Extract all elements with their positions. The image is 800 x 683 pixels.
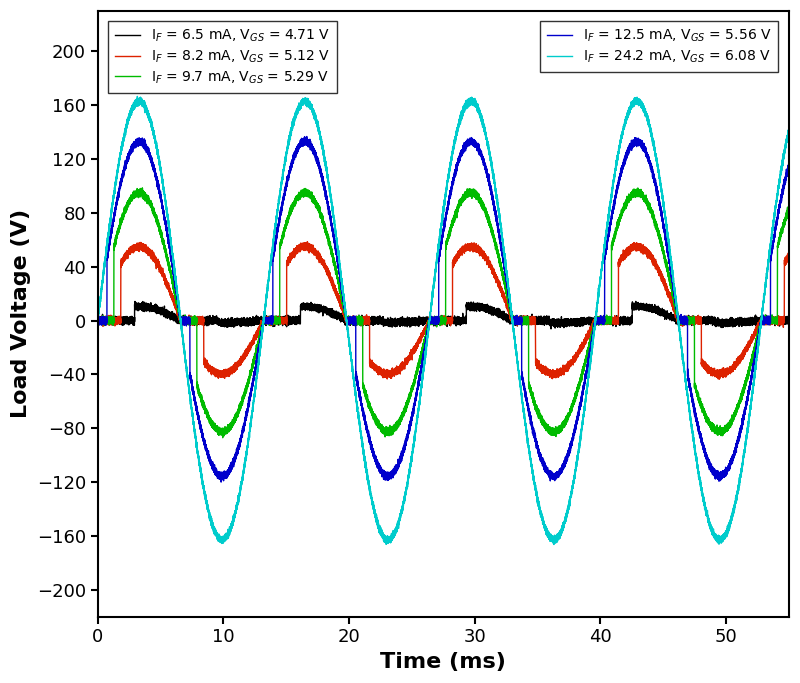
I$_F$ = 12.5 mA, V$_{GS}$ = 5.56 V (115, 182, 125, 191)
Line: I$_F$ = 8.2 mA, V$_{GS}$ = 5.12 V: I$_F$ = 8.2 mA, V$_{GS}$ = 5.12 V (98, 242, 789, 379)
I$_F$ = 24.2 mA, V$_{GS}$ = 6.08 V (549, 540, 558, 548)
Line: I$_F$ = 6.5 mA, V$_{GS}$ = 4.71 V: I$_F$ = 6.5 mA, V$_{GS}$ = 4.71 V (98, 301, 789, 329)
X-axis label: Time (ms): Time (ms) (380, 652, 506, 672)
I$_F$ = 24.2 mA, V$_{GS}$ = 6.08 V (115, 153, 125, 161)
Line: I$_F$ = 9.7 mA, V$_{GS}$ = 5.29 V: I$_F$ = 9.7 mA, V$_{GS}$ = 5.29 V (98, 188, 789, 438)
I$_F$ = 12.5 mA, V$_{GS}$ = 5.56 V (245, 399, 254, 407)
I$_F$ = 8.2 mA, V$_{GS}$ = 5.12 V (714, 375, 724, 383)
I$_F$ = 9.7 mA, V$_{GS}$ = 5.29 V (784, 206, 794, 214)
I$_F$ = 6.5 mA, V$_{GS}$ = 4.71 V (168, 311, 178, 320)
I$_F$ = 9.7 mA, V$_{GS}$ = 5.29 V (168, 277, 178, 285)
I$_F$ = 8.2 mA, V$_{GS}$ = 5.12 V (168, 294, 178, 303)
I$_F$ = 6.5 mA, V$_{GS}$ = 4.71 V (546, 325, 556, 333)
I$_F$ = 12.5 mA, V$_{GS}$ = 5.56 V (302, 133, 311, 141)
I$_F$ = 6.5 mA, V$_{GS}$ = 4.71 V (115, 315, 125, 323)
I$_F$ = 8.2 mA, V$_{GS}$ = 5.12 V (259, 318, 269, 326)
I$_F$ = 9.7 mA, V$_{GS}$ = 5.29 V (218, 434, 227, 442)
I$_F$ = 6.5 mA, V$_{GS}$ = 4.71 V (259, 315, 269, 323)
I$_F$ = 8.2 mA, V$_{GS}$ = 5.12 V (93, 320, 102, 328)
I$_F$ = 8.2 mA, V$_{GS}$ = 5.12 V (458, 247, 468, 255)
I$_F$ = 9.7 mA, V$_{GS}$ = 5.29 V (245, 373, 254, 381)
I$_F$ = 12.5 mA, V$_{GS}$ = 5.56 V (259, 315, 269, 323)
I$_F$ = 24.2 mA, V$_{GS}$ = 6.08 V (245, 429, 254, 437)
I$_F$ = 24.2 mA, V$_{GS}$ = 6.08 V (784, 125, 794, 133)
Line: I$_F$ = 12.5 mA, V$_{GS}$ = 5.56 V: I$_F$ = 12.5 mA, V$_{GS}$ = 5.56 V (98, 137, 789, 482)
I$_F$ = 24.2 mA, V$_{GS}$ = 6.08 V (259, 313, 269, 321)
I$_F$ = 24.2 mA, V$_{GS}$ = 6.08 V (168, 254, 178, 262)
I$_F$ = 8.2 mA, V$_{GS}$ = 5.12 V (692, 316, 702, 324)
I$_F$ = 24.2 mA, V$_{GS}$ = 6.08 V (458, 107, 468, 115)
I$_F$ = 9.7 mA, V$_{GS}$ = 5.29 V (138, 184, 147, 192)
I$_F$ = 6.5 mA, V$_{GS}$ = 4.71 V (692, 316, 702, 324)
I$_F$ = 24.2 mA, V$_{GS}$ = 6.08 V (692, 461, 702, 469)
I$_F$ = 9.7 mA, V$_{GS}$ = 5.29 V (115, 221, 125, 229)
I$_F$ = 9.7 mA, V$_{GS}$ = 5.29 V (458, 193, 468, 201)
I$_F$ = 12.5 mA, V$_{GS}$ = 5.56 V (784, 161, 794, 169)
I$_F$ = 8.2 mA, V$_{GS}$ = 5.12 V (784, 253, 794, 261)
I$_F$ = 12.5 mA, V$_{GS}$ = 5.56 V (93, 315, 102, 323)
I$_F$ = 12.5 mA, V$_{GS}$ = 5.56 V (458, 145, 468, 154)
I$_F$ = 9.7 mA, V$_{GS}$ = 5.29 V (692, 390, 702, 398)
I$_F$ = 8.2 mA, V$_{GS}$ = 5.12 V (115, 318, 125, 326)
I$_F$ = 9.7 mA, V$_{GS}$ = 5.29 V (93, 316, 102, 324)
Legend: I$_F$ = 12.5 mA, V$_{GS}$ = 5.56 V, I$_F$ = 24.2 mA, V$_{GS}$ = 6.08 V: I$_F$ = 12.5 mA, V$_{GS}$ = 5.56 V, I$_F… (540, 21, 778, 72)
I$_F$ = 12.5 mA, V$_{GS}$ = 5.56 V (216, 478, 226, 486)
I$_F$ = 6.5 mA, V$_{GS}$ = 4.71 V (631, 297, 641, 305)
I$_F$ = 24.2 mA, V$_{GS}$ = 6.08 V (133, 92, 142, 100)
I$_F$ = 12.5 mA, V$_{GS}$ = 5.56 V (692, 421, 702, 429)
I$_F$ = 6.5 mA, V$_{GS}$ = 4.71 V (784, 317, 794, 325)
I$_F$ = 12.5 mA, V$_{GS}$ = 5.56 V (168, 268, 178, 276)
I$_F$ = 24.2 mA, V$_{GS}$ = 6.08 V (93, 317, 102, 325)
Line: I$_F$ = 24.2 mA, V$_{GS}$ = 6.08 V: I$_F$ = 24.2 mA, V$_{GS}$ = 6.08 V (98, 96, 789, 544)
I$_F$ = 6.5 mA, V$_{GS}$ = 4.71 V (458, 316, 468, 324)
I$_F$ = 8.2 mA, V$_{GS}$ = 5.12 V (302, 238, 312, 246)
Y-axis label: Load Voltage (V): Load Voltage (V) (11, 209, 31, 419)
I$_F$ = 9.7 mA, V$_{GS}$ = 5.29 V (259, 316, 269, 324)
I$_F$ = 6.5 mA, V$_{GS}$ = 4.71 V (93, 316, 102, 324)
I$_F$ = 8.2 mA, V$_{GS}$ = 5.12 V (245, 344, 254, 352)
I$_F$ = 6.5 mA, V$_{GS}$ = 4.71 V (245, 318, 254, 326)
